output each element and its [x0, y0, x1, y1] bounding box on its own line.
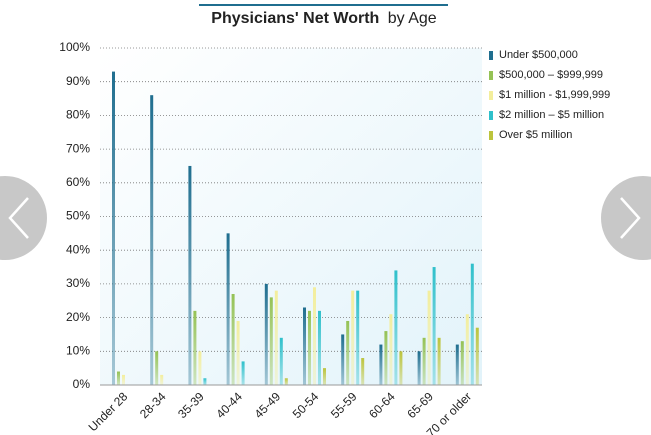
bar — [122, 374, 125, 385]
bar — [389, 314, 393, 385]
bar — [303, 307, 306, 385]
bar — [231, 294, 235, 385]
bar — [198, 351, 202, 385]
bar — [236, 320, 240, 385]
marks: 0% 10% 20% 30% 40% 50% 60% 70% 80% 90% 100% Under 2… — [59, 40, 610, 435]
legend-swatch — [489, 71, 493, 80]
chart-title: Physicians' Net Worth by Age — [211, 10, 436, 27]
bar — [203, 378, 207, 385]
bar — [465, 314, 469, 385]
y-tick-label: 0% — [73, 377, 91, 391]
bar — [226, 233, 230, 385]
x-tick-label: 65-69 — [404, 389, 436, 421]
bar — [399, 351, 403, 385]
next-button[interactable] — [601, 176, 651, 260]
bar — [150, 95, 154, 386]
bar — [323, 368, 326, 385]
legend-label: $1 million - $1,999,999 — [499, 89, 610, 101]
bar — [160, 374, 164, 385]
y-tick-label: 100% — [59, 40, 90, 54]
bar — [117, 371, 120, 385]
bar — [341, 334, 345, 385]
prev-arrow — [8, 197, 29, 239]
y-tick-label: 90% — [66, 74, 90, 88]
y-tick-label: 40% — [66, 242, 90, 256]
bar — [427, 290, 431, 385]
bar — [432, 267, 436, 385]
bar — [313, 287, 316, 385]
bar — [112, 71, 115, 385]
y-tick-label: 50% — [66, 209, 90, 223]
legend-swatch — [489, 91, 493, 100]
bar — [356, 290, 360, 385]
bar — [346, 320, 350, 385]
y-tick-label: 60% — [66, 175, 90, 189]
bar — [284, 378, 288, 385]
bar — [264, 283, 268, 385]
bar — [394, 270, 398, 385]
legend-label: $2 million – $5 million — [499, 109, 604, 121]
next-arrow — [620, 197, 641, 239]
y-tick-label: 80% — [66, 108, 90, 122]
bar — [384, 331, 388, 385]
bar — [155, 351, 159, 385]
bar — [437, 337, 441, 385]
x-tick-label: 55-59 — [328, 389, 360, 421]
y-tick-label: 10% — [66, 343, 90, 357]
title-rest: by Age — [388, 10, 437, 27]
x-tick-label: 28-34 — [137, 389, 169, 421]
x-tick-label: 35-39 — [175, 389, 207, 421]
prev-button[interactable] — [0, 176, 47, 260]
bar — [417, 351, 421, 385]
legend-swatch — [489, 51, 493, 60]
bar — [475, 327, 479, 385]
y-tick-label: 30% — [66, 276, 90, 290]
title-main: Physicians' Net Worth — [211, 10, 379, 27]
x-tick-label: 40-44 — [213, 389, 245, 421]
legend-label: $500,000 – $999,999 — [499, 69, 603, 81]
x-tick-label: 60-64 — [366, 389, 398, 421]
bar — [455, 344, 459, 385]
legend-swatch — [489, 111, 493, 120]
bar — [318, 310, 321, 385]
legend-label: Under $500,000 — [499, 49, 578, 61]
bar — [274, 290, 278, 385]
bar — [470, 263, 474, 385]
y-tick-label: 70% — [66, 141, 90, 155]
legend-swatch — [489, 131, 493, 140]
bar — [460, 341, 464, 385]
bar — [379, 344, 383, 385]
legend-label: Over $5 million — [499, 129, 572, 141]
bar — [279, 337, 283, 385]
bar — [188, 165, 192, 385]
x-tick-label: 50-54 — [290, 389, 322, 421]
bar — [193, 310, 197, 385]
bar — [422, 337, 426, 385]
bar — [308, 310, 311, 385]
bar — [361, 358, 365, 385]
x-tick-label: Under 28 — [86, 389, 131, 434]
x-tick-label: 45-49 — [252, 389, 284, 421]
bar — [269, 297, 273, 385]
y-tick-label: 20% — [66, 310, 90, 324]
bar — [241, 361, 245, 385]
bar — [351, 290, 355, 385]
